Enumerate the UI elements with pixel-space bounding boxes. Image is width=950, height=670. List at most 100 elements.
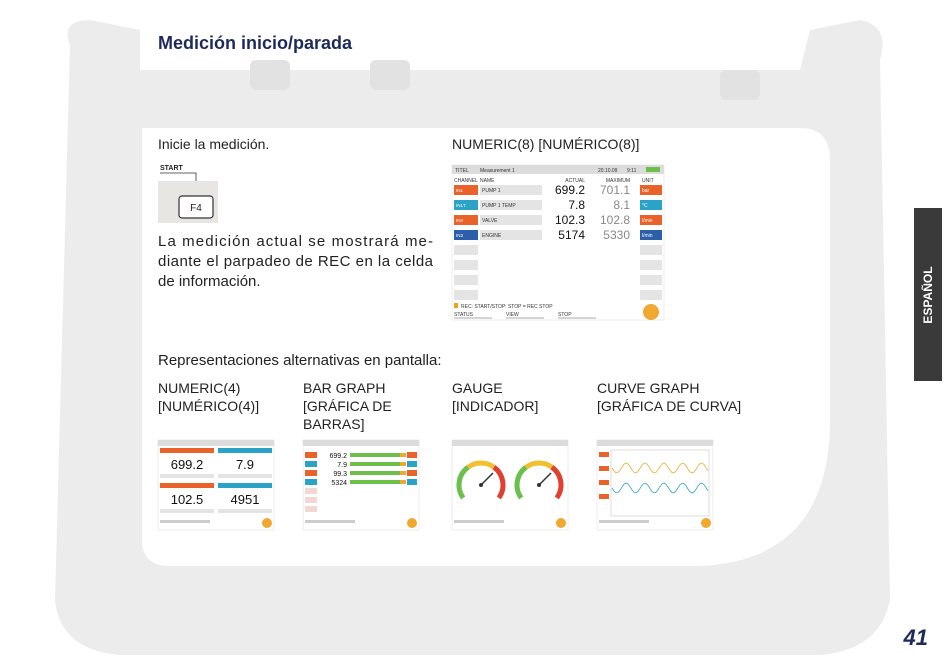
thumb-value: 7.9 [337, 462, 347, 469]
paragraph-line: de información. [158, 273, 261, 290]
rec-button[interactable] [643, 304, 659, 320]
maximum: 8.1 [613, 198, 630, 212]
bar-track [350, 471, 400, 475]
gauge-arc [550, 465, 564, 500]
page-number: 41 [903, 625, 928, 650]
caption: GAUGE [452, 380, 503, 396]
channel-cell [454, 185, 478, 195]
row-cell [305, 479, 317, 485]
channel-cell [599, 466, 609, 471]
device-knob [370, 60, 410, 90]
column-header: CHANNEL [454, 178, 478, 184]
screen-titlebar [452, 165, 664, 174]
instruction: Inicie la medición. [158, 136, 269, 152]
gauge-arc [466, 460, 496, 470]
thumb-value: 7.9 [236, 457, 254, 472]
caption: [GRÁFICA DE CURVA] [597, 398, 741, 414]
name-cell [480, 215, 542, 225]
channel-cell [599, 494, 609, 499]
key-button[interactable] [178, 195, 214, 219]
row-cell [407, 461, 417, 467]
screen-text: TITEL [455, 168, 469, 174]
gauge-arc [456, 465, 470, 500]
bar-end [400, 453, 406, 457]
row-cell [454, 290, 478, 300]
name: ENGINE [482, 233, 502, 239]
thumb-value: 102.5 [171, 492, 204, 507]
maximum: 102.8 [600, 213, 630, 227]
paragraph-line: diante el parpadeo de REC en la celda [158, 253, 434, 270]
rec-icon [454, 303, 458, 308]
actual: 102.3 [555, 213, 585, 227]
panel-foot [160, 474, 214, 478]
panel-head [218, 483, 272, 488]
bar-end [400, 480, 406, 484]
row-cell [305, 488, 317, 494]
caption: [NUMÉRICO(4)] [158, 398, 259, 414]
screen-text: 20.10.09 [598, 168, 618, 174]
panel-head [160, 448, 214, 453]
row-cell [305, 497, 317, 503]
key-label: START [160, 165, 184, 172]
actual: 7.8 [568, 198, 585, 212]
thumb-value: 99.3 [333, 471, 347, 478]
battery [646, 167, 660, 172]
channel-cell [454, 215, 478, 225]
column-header: MAXIMUM [606, 178, 630, 184]
thumb-value: 5324 [331, 480, 347, 487]
screen-text: Measurement 1 [480, 168, 515, 174]
row-cell [640, 245, 662, 255]
thumb-button [701, 518, 711, 528]
actual: 699.2 [555, 183, 585, 197]
bar-track [350, 462, 400, 466]
unit: l/min [642, 233, 653, 239]
thumb-status [305, 520, 355, 523]
name: PUMP 1 TEMP [482, 203, 516, 209]
thumb-status [160, 520, 210, 523]
caption: NUMERIC(4) [158, 380, 240, 396]
thumb-button [556, 518, 566, 528]
side-tab [914, 208, 942, 381]
unit-cell [640, 230, 662, 240]
panel-foot [218, 509, 272, 513]
unit-cell [640, 200, 662, 210]
bar-end [400, 471, 406, 475]
paragraph-line: La medición actual se mostrará me- [158, 233, 433, 250]
gauge-hub [537, 483, 541, 487]
actual: 5174 [558, 228, 585, 242]
gauge-hub [479, 483, 483, 487]
column-header: ACTUAL [565, 178, 585, 184]
row-cell [305, 506, 317, 512]
thumb-status [454, 520, 504, 523]
channel: IN1 [456, 188, 464, 193]
bar-track [350, 453, 400, 457]
unit-cell [640, 185, 662, 195]
unit-cell [640, 215, 662, 225]
thumb-status [599, 520, 649, 523]
bar-end [400, 462, 406, 466]
row-cell [640, 290, 662, 300]
panel-head [160, 483, 214, 488]
thumb-button [407, 518, 417, 528]
column-header: UNIT [642, 178, 654, 184]
softkey: VIEW [506, 312, 519, 318]
caption: [GRÁFICA DE [303, 398, 392, 414]
gauge-needle [538, 472, 552, 486]
row-cell [407, 470, 417, 476]
device-knob [720, 70, 760, 100]
unit: °C [642, 203, 648, 209]
row-cell [454, 275, 478, 285]
row-cell [640, 260, 662, 270]
channel-cell [599, 452, 609, 457]
column-header: NAME [480, 178, 495, 184]
thumb-bg [451, 439, 569, 531]
row-cell [454, 245, 478, 255]
curve [611, 482, 709, 494]
side-tab-text: ESPAÑOL [920, 266, 935, 323]
row-cell [305, 461, 317, 467]
row-cell [407, 479, 417, 485]
row-cell [640, 275, 662, 285]
thumb-value: 699.2 [171, 457, 204, 472]
